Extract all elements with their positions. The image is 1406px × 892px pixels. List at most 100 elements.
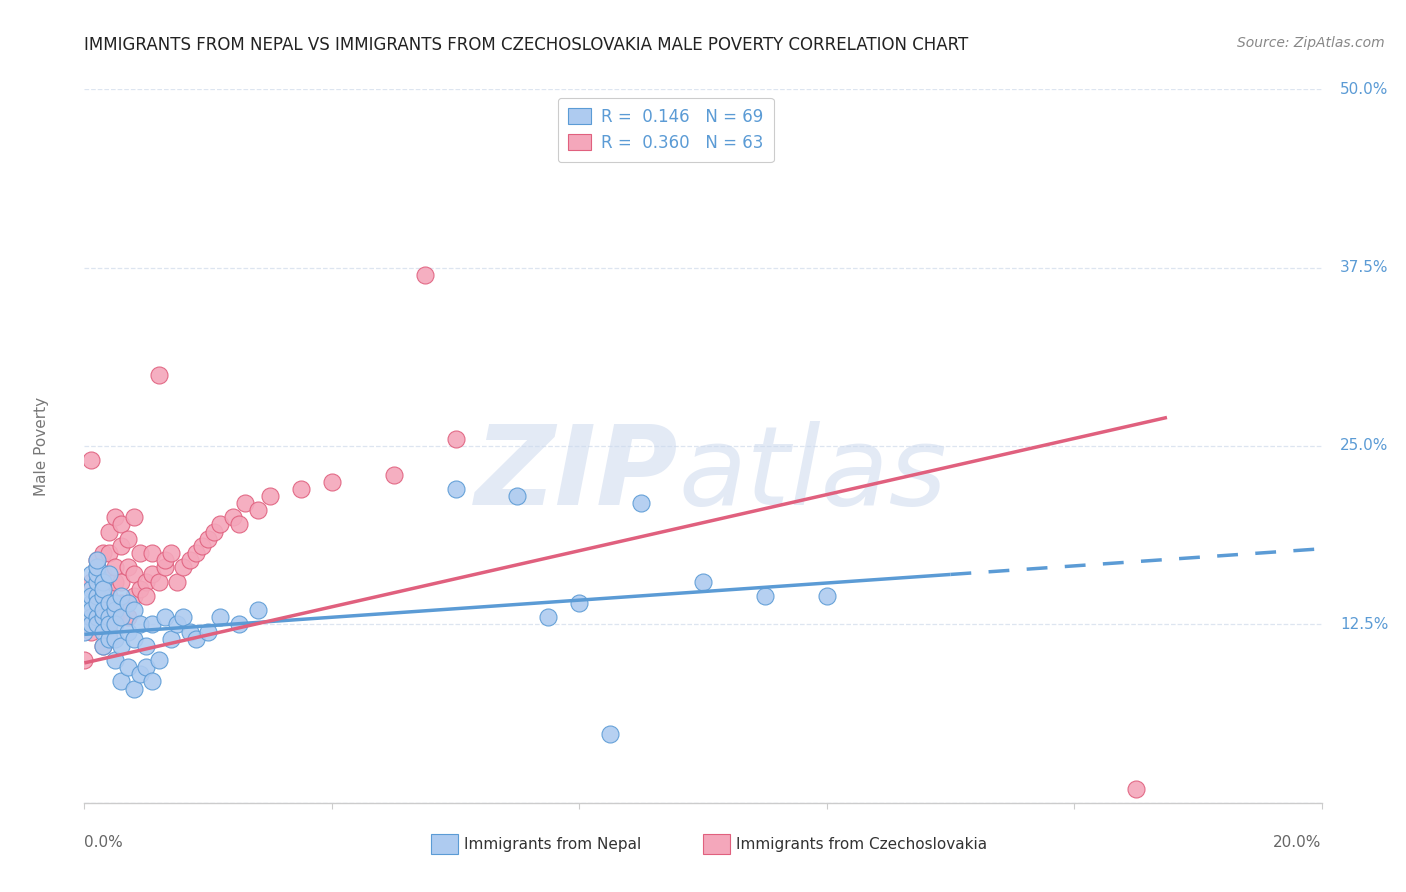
Point xyxy=(135,574,157,589)
FancyBboxPatch shape xyxy=(430,834,458,855)
Point xyxy=(91,582,114,596)
Point xyxy=(135,589,157,603)
Point xyxy=(222,510,245,524)
Point xyxy=(153,553,176,567)
Point xyxy=(110,574,132,589)
Point xyxy=(79,596,101,610)
Point xyxy=(117,624,139,639)
Point xyxy=(202,524,225,539)
Point xyxy=(117,532,139,546)
Point xyxy=(413,268,436,282)
Point xyxy=(228,517,250,532)
Point xyxy=(172,610,194,624)
Point xyxy=(122,603,145,617)
Point xyxy=(129,582,152,596)
Point xyxy=(79,567,101,582)
Point xyxy=(110,589,132,603)
Point xyxy=(91,639,114,653)
Point xyxy=(79,603,101,617)
Point xyxy=(197,532,219,546)
Point xyxy=(91,574,114,589)
Text: 0.0%: 0.0% xyxy=(84,835,124,850)
Point xyxy=(228,617,250,632)
Point xyxy=(98,610,121,624)
Point xyxy=(630,496,652,510)
Point xyxy=(153,560,176,574)
Point xyxy=(104,596,127,610)
Point xyxy=(122,589,145,603)
Point xyxy=(259,489,281,503)
Point xyxy=(153,610,176,624)
FancyBboxPatch shape xyxy=(703,834,730,855)
Point xyxy=(160,632,183,646)
Point xyxy=(179,624,201,639)
Text: 25.0%: 25.0% xyxy=(1340,439,1389,453)
Point xyxy=(568,596,591,610)
Legend: R =  0.146   N = 69, R =  0.360   N = 63: R = 0.146 N = 69, R = 0.360 N = 63 xyxy=(558,97,773,161)
Text: 50.0%: 50.0% xyxy=(1340,82,1389,96)
Point xyxy=(141,617,163,632)
Point xyxy=(98,567,121,582)
Point xyxy=(129,667,152,681)
Point xyxy=(104,617,127,632)
Point xyxy=(110,517,132,532)
Point xyxy=(98,524,121,539)
Point xyxy=(86,617,108,632)
Point xyxy=(86,560,108,574)
Point xyxy=(246,503,269,517)
Point xyxy=(815,589,838,603)
Point xyxy=(321,475,343,489)
Text: IMMIGRANTS FROM NEPAL VS IMMIGRANTS FROM CZECHOSLOVAKIA MALE POVERTY CORRELATION: IMMIGRANTS FROM NEPAL VS IMMIGRANTS FROM… xyxy=(84,36,969,54)
Point xyxy=(79,574,101,589)
Point xyxy=(160,546,183,560)
Point xyxy=(141,674,163,689)
Point xyxy=(191,539,214,553)
Text: Source: ZipAtlas.com: Source: ZipAtlas.com xyxy=(1237,36,1385,50)
Point xyxy=(117,596,139,610)
Point xyxy=(104,574,127,589)
Point xyxy=(444,432,467,446)
Point xyxy=(79,617,101,632)
Point xyxy=(122,681,145,696)
Point xyxy=(117,610,139,624)
Point xyxy=(98,624,121,639)
Text: 37.5%: 37.5% xyxy=(1340,260,1389,275)
Point xyxy=(98,617,121,632)
Point xyxy=(197,624,219,639)
Point xyxy=(79,610,101,624)
Point xyxy=(382,467,405,482)
Point xyxy=(129,617,152,632)
Point xyxy=(141,546,163,560)
Point xyxy=(91,610,114,624)
Point xyxy=(98,589,121,603)
Text: ZIP: ZIP xyxy=(475,421,678,528)
Point xyxy=(91,574,114,589)
Point xyxy=(129,546,152,560)
Point xyxy=(166,617,188,632)
Point xyxy=(104,632,127,646)
Point xyxy=(86,567,108,582)
Point xyxy=(73,653,96,667)
Point xyxy=(506,489,529,503)
Point xyxy=(79,582,101,596)
Point xyxy=(86,560,108,574)
Point xyxy=(184,546,207,560)
Point xyxy=(117,560,139,574)
Point xyxy=(91,567,114,582)
Point xyxy=(79,453,101,467)
Point xyxy=(91,546,114,560)
Point xyxy=(135,660,157,674)
Point xyxy=(148,653,170,667)
Text: Immigrants from Nepal: Immigrants from Nepal xyxy=(464,837,641,852)
Point xyxy=(692,574,714,589)
Point xyxy=(86,596,108,610)
Text: Male Poverty: Male Poverty xyxy=(34,396,49,496)
Point xyxy=(86,617,108,632)
Point xyxy=(73,624,96,639)
Point xyxy=(184,632,207,646)
Point xyxy=(179,553,201,567)
Point xyxy=(110,539,132,553)
Point xyxy=(209,610,232,624)
Point xyxy=(122,567,145,582)
Point xyxy=(110,639,132,653)
